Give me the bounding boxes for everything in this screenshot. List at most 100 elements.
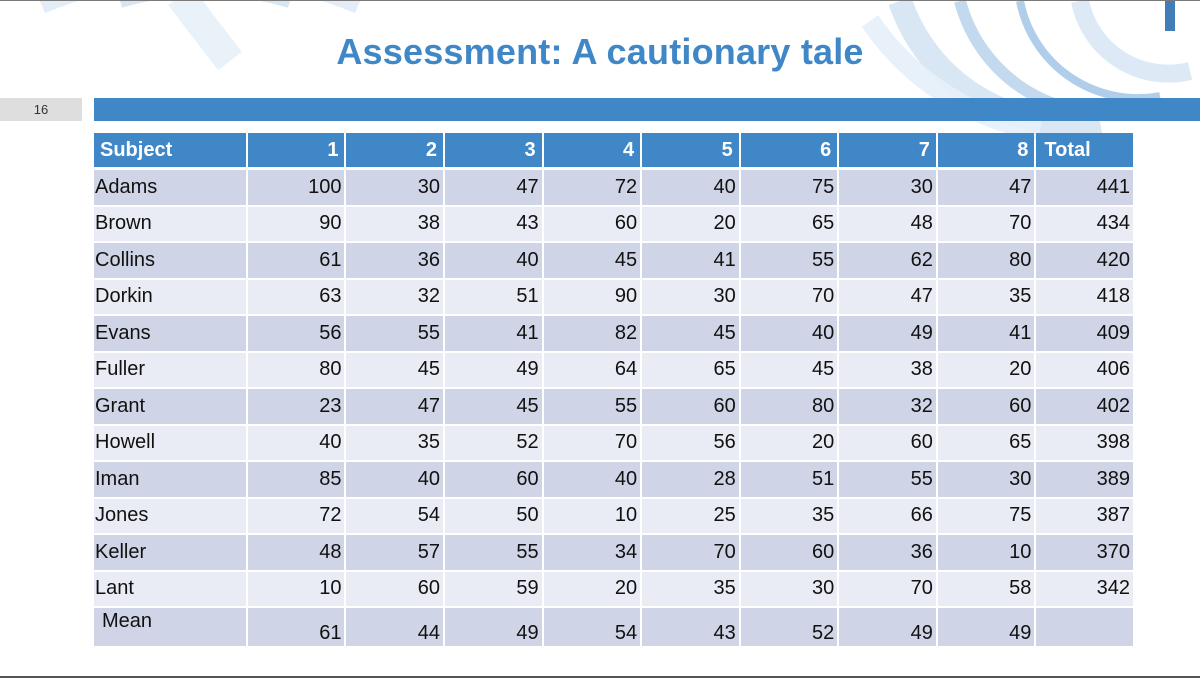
subject-name-cell: Lant <box>94 571 246 608</box>
subject-name-cell: Dorkin <box>94 279 246 316</box>
score-cell: 41 <box>445 316 542 353</box>
score-cell: 51 <box>445 279 542 316</box>
header-cell-7: 7 <box>839 133 936 170</box>
table-row: Brown 90 38 43 60 20 65 48 70 434 <box>94 206 1133 243</box>
score-cell: 45 <box>445 389 542 426</box>
score-cell: 30 <box>937 462 1035 499</box>
score-cell: 52 <box>445 425 542 462</box>
score-cell: 55 <box>839 462 936 499</box>
subject-name-cell: Brown <box>94 206 246 243</box>
total-cell: 441 <box>1036 170 1133 207</box>
score-cell: 90 <box>247 206 345 243</box>
scores-table: Subject 1 2 3 4 5 6 7 8 Total Adams 100 30… <box>92 133 1135 648</box>
table-row: Adams 100 30 47 72 40 75 30 47 441 <box>94 170 1133 207</box>
mean-score-cell: 54 <box>543 608 641 648</box>
score-cell: 56 <box>642 425 739 462</box>
mean-score-cell: 61 <box>247 608 345 648</box>
score-cell: 65 <box>937 425 1035 462</box>
subject-name-cell: Keller <box>94 535 246 572</box>
header-cell-8: 8 <box>937 133 1035 170</box>
score-cell: 61 <box>247 243 345 280</box>
score-cell: 30 <box>740 571 838 608</box>
score-cell: 40 <box>445 243 542 280</box>
score-cell: 45 <box>740 352 838 389</box>
score-cell: 55 <box>740 243 838 280</box>
score-cell: 60 <box>543 206 641 243</box>
subject-name-cell: Collins <box>94 243 246 280</box>
score-cell: 47 <box>839 279 936 316</box>
score-cell: 90 <box>543 279 641 316</box>
score-cell: 45 <box>346 352 444 389</box>
score-cell: 30 <box>346 170 444 207</box>
score-cell: 72 <box>247 498 345 535</box>
score-cell: 48 <box>839 206 936 243</box>
score-cell: 59 <box>445 571 542 608</box>
score-cell: 100 <box>247 170 345 207</box>
score-cell: 38 <box>346 206 444 243</box>
table-header-row: Subject 1 2 3 4 5 6 7 8 Total <box>94 133 1133 170</box>
score-cell: 56 <box>247 316 345 353</box>
score-cell: 63 <box>247 279 345 316</box>
mean-score-cell: 44 <box>346 608 444 648</box>
table-row: Collins 61 36 40 45 41 55 62 80 420 <box>94 243 1133 280</box>
score-cell: 35 <box>346 425 444 462</box>
score-cell: 75 <box>937 498 1035 535</box>
mean-label: Mean <box>94 608 246 648</box>
subject-name-cell: Grant <box>94 389 246 426</box>
score-cell: 47 <box>445 170 542 207</box>
score-cell: 50 <box>445 498 542 535</box>
score-cell: 85 <box>247 462 345 499</box>
score-cell: 65 <box>740 206 838 243</box>
header-cell-subject: Subject <box>94 133 246 170</box>
score-cell: 80 <box>740 389 838 426</box>
total-cell: 420 <box>1036 243 1133 280</box>
score-cell: 57 <box>346 535 444 572</box>
score-cell: 60 <box>937 389 1035 426</box>
score-cell: 35 <box>937 279 1035 316</box>
score-cell: 35 <box>642 571 739 608</box>
score-cell: 36 <box>346 243 444 280</box>
mean-score-cell: 49 <box>839 608 936 648</box>
score-cell: 49 <box>839 316 936 353</box>
header-cell-5: 5 <box>642 133 739 170</box>
score-cell: 48 <box>247 535 345 572</box>
score-cell: 41 <box>937 316 1035 353</box>
score-cell: 40 <box>543 462 641 499</box>
mean-score-cell: 49 <box>445 608 542 648</box>
table-row: Keller 48 57 55 34 70 60 36 10 370 <box>94 535 1133 572</box>
score-cell: 70 <box>543 425 641 462</box>
total-cell: 370 <box>1036 535 1133 572</box>
header-cell-3: 3 <box>445 133 542 170</box>
score-cell: 45 <box>543 243 641 280</box>
score-cell: 70 <box>839 571 936 608</box>
table-row: Howell 40 35 52 70 56 20 60 65 398 <box>94 425 1133 462</box>
score-cell: 49 <box>445 352 542 389</box>
score-cell: 28 <box>642 462 739 499</box>
subject-name-cell: Howell <box>94 425 246 462</box>
score-cell: 10 <box>937 535 1035 572</box>
score-cell: 62 <box>839 243 936 280</box>
score-cell: 75 <box>740 170 838 207</box>
score-cell: 60 <box>642 389 739 426</box>
subject-name-cell: Evans <box>94 316 246 353</box>
total-cell: 342 <box>1036 571 1133 608</box>
score-cell: 55 <box>543 389 641 426</box>
score-cell: 82 <box>543 316 641 353</box>
table-row: Lant 10 60 59 20 35 30 70 58 342 <box>94 571 1133 608</box>
score-cell: 43 <box>445 206 542 243</box>
score-cell: 80 <box>937 243 1035 280</box>
score-cell: 45 <box>642 316 739 353</box>
score-cell: 40 <box>346 462 444 499</box>
score-cell: 70 <box>642 535 739 572</box>
score-cell: 32 <box>346 279 444 316</box>
table-row: Jones 72 54 50 10 25 35 66 75 387 <box>94 498 1133 535</box>
subject-name-cell: Adams <box>94 170 246 207</box>
score-cell: 40 <box>642 170 739 207</box>
score-cell: 25 <box>642 498 739 535</box>
score-cell: 40 <box>740 316 838 353</box>
mean-score-cell: 52 <box>740 608 838 648</box>
title-underline-bar <box>94 98 1200 121</box>
total-cell: 389 <box>1036 462 1133 499</box>
score-cell: 70 <box>740 279 838 316</box>
